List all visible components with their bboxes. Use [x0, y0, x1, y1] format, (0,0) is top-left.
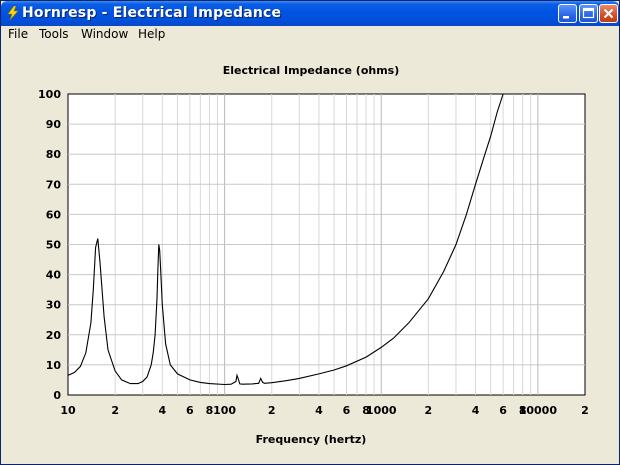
x-tick-label: 4 [315, 404, 323, 417]
minimize-button[interactable] [558, 4, 577, 23]
x-tick-label: 10 [60, 404, 76, 417]
y-tick-label: 30 [46, 299, 62, 312]
y-tick-label: 40 [46, 269, 62, 282]
x-tick-label: 1000 [366, 404, 397, 417]
x-tick-label: 4 [472, 404, 480, 417]
lightning-icon [7, 6, 19, 20]
x-tick-label: 10000 [519, 404, 558, 417]
x-tick-label: 8 [206, 404, 214, 417]
menu-bar: File Tools Window Help [1, 26, 619, 44]
window-title: Hornresp - Electrical Impedance [22, 5, 282, 21]
maximize-icon [582, 7, 595, 19]
x-tick-label: 6 [186, 404, 194, 417]
x-tick-label: 4 [158, 404, 166, 417]
close-icon [603, 8, 614, 19]
x-tick-label: 100 [213, 404, 236, 417]
menu-help[interactable]: Help [138, 27, 166, 41]
x-axis-label: Frequency (hertz) [256, 433, 367, 446]
x-tick-label: 8 [519, 404, 527, 417]
y-tick-label: 90 [46, 118, 62, 131]
impedance-chart: Electrical Impedance (ohms) 0 10 20 30 40 50 6… [38, 64, 589, 446]
y-tick-label: 100 [38, 88, 61, 101]
chart-title: Electrical Impedance (ohms) [223, 64, 400, 77]
maximize-button[interactable] [579, 4, 598, 23]
impedance-curve [67, 93, 514, 386]
y-tick-label: 50 [46, 239, 62, 252]
x-tick-label: 6 [499, 404, 507, 417]
y-tick-label: 60 [46, 208, 62, 221]
x-tick-label: 2 [581, 404, 589, 417]
menu-tools[interactable]: Tools [39, 27, 69, 41]
menu-window[interactable]: Window [81, 27, 129, 41]
x-tick-label: 6 [343, 404, 351, 417]
title-bar[interactable]: Hornresp - Electrical Impedance [1, 1, 619, 26]
y-tick-label: 0 [53, 389, 61, 402]
y-tick-labels: 0 10 20 30 40 50 60 70 80 90 100 [38, 88, 61, 402]
grid [68, 94, 585, 395]
close-button[interactable] [599, 4, 618, 23]
y-tick-label: 20 [46, 329, 62, 342]
x-tick-label: 2 [425, 404, 433, 417]
y-tick-label: 10 [46, 359, 62, 372]
y-tick-label: 80 [46, 148, 62, 161]
y-tick-label: 70 [46, 178, 62, 191]
x-tick-label: 8 [362, 404, 370, 417]
x-tick-label: 2 [111, 404, 119, 417]
minimize-icon [563, 16, 569, 19]
x-tick-label: 2 [268, 404, 276, 417]
menu-file[interactable]: File [8, 27, 29, 41]
